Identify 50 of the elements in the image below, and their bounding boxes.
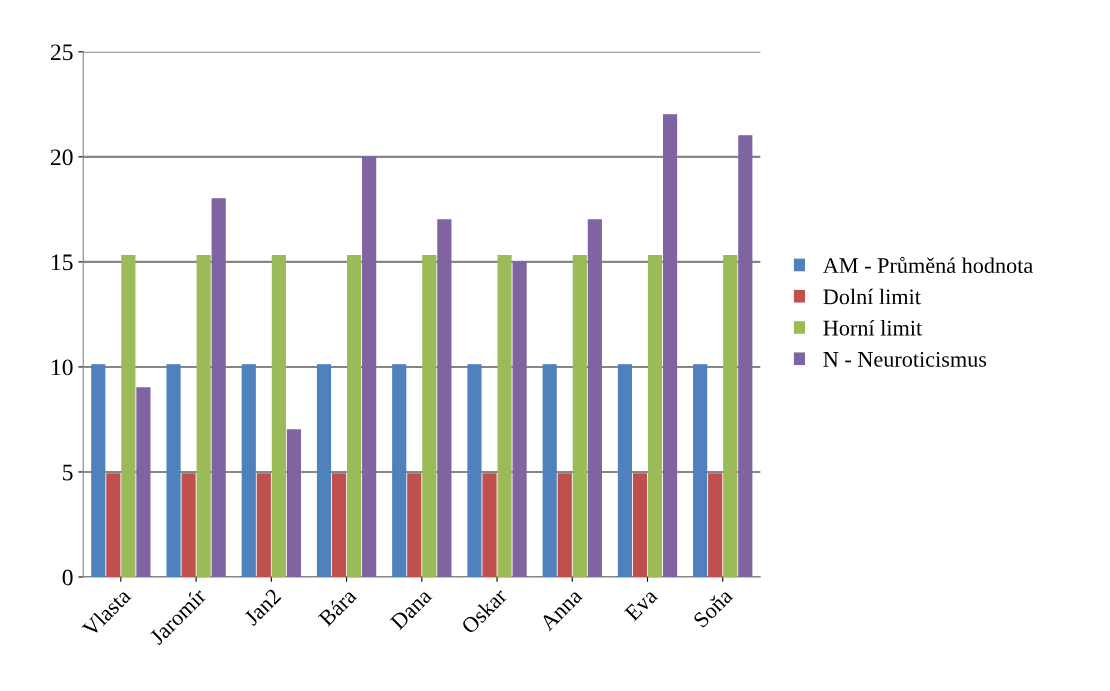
bar (91, 364, 106, 577)
bar (211, 198, 226, 577)
bar (557, 473, 572, 577)
bar (647, 254, 663, 577)
legend-label: AM - Průměná hodnota (823, 256, 1033, 274)
x-tick-label: Bára (317, 586, 358, 627)
bar (497, 254, 512, 577)
bar (723, 254, 738, 577)
bar (392, 364, 407, 577)
bar (271, 254, 286, 577)
bar (587, 219, 602, 577)
y-tick-label: 20 (50, 149, 73, 166)
bar (331, 473, 347, 577)
bar (362, 156, 377, 577)
legend-label: Horní limit (823, 319, 923, 336)
bar (347, 254, 362, 577)
x-tick-label: Eva (624, 587, 659, 622)
y-tick-label: 15 (51, 254, 73, 271)
bar (422, 254, 437, 577)
bar (166, 364, 181, 577)
bar (632, 473, 648, 577)
bar (542, 364, 557, 577)
y-tick-label: 25 (50, 44, 73, 61)
bar (437, 219, 452, 577)
bar (121, 254, 136, 577)
legend-label: Dolní limit (823, 288, 921, 305)
bar (693, 364, 708, 577)
bar (136, 387, 151, 577)
legend-label: N - Neuroticismus (823, 351, 987, 367)
x-tick-label: Jan2 (243, 588, 282, 627)
bar (407, 473, 422, 577)
bar (708, 473, 723, 577)
bar (181, 473, 196, 577)
bar (572, 254, 587, 577)
y-tick-label: 10 (51, 359, 73, 376)
bar (106, 473, 121, 577)
x-tick-label: Soňa (692, 586, 734, 629)
bar (467, 364, 482, 577)
bar (482, 473, 497, 577)
bar (256, 473, 271, 577)
bar (286, 429, 301, 577)
bar (662, 114, 678, 577)
bar (738, 135, 753, 577)
y-tick-label: 0 (62, 569, 73, 586)
bar (617, 364, 633, 577)
bar (512, 261, 527, 577)
bar (241, 364, 256, 577)
bar (316, 364, 332, 577)
bar (196, 254, 211, 577)
y-tick-label: 5 (63, 464, 73, 481)
